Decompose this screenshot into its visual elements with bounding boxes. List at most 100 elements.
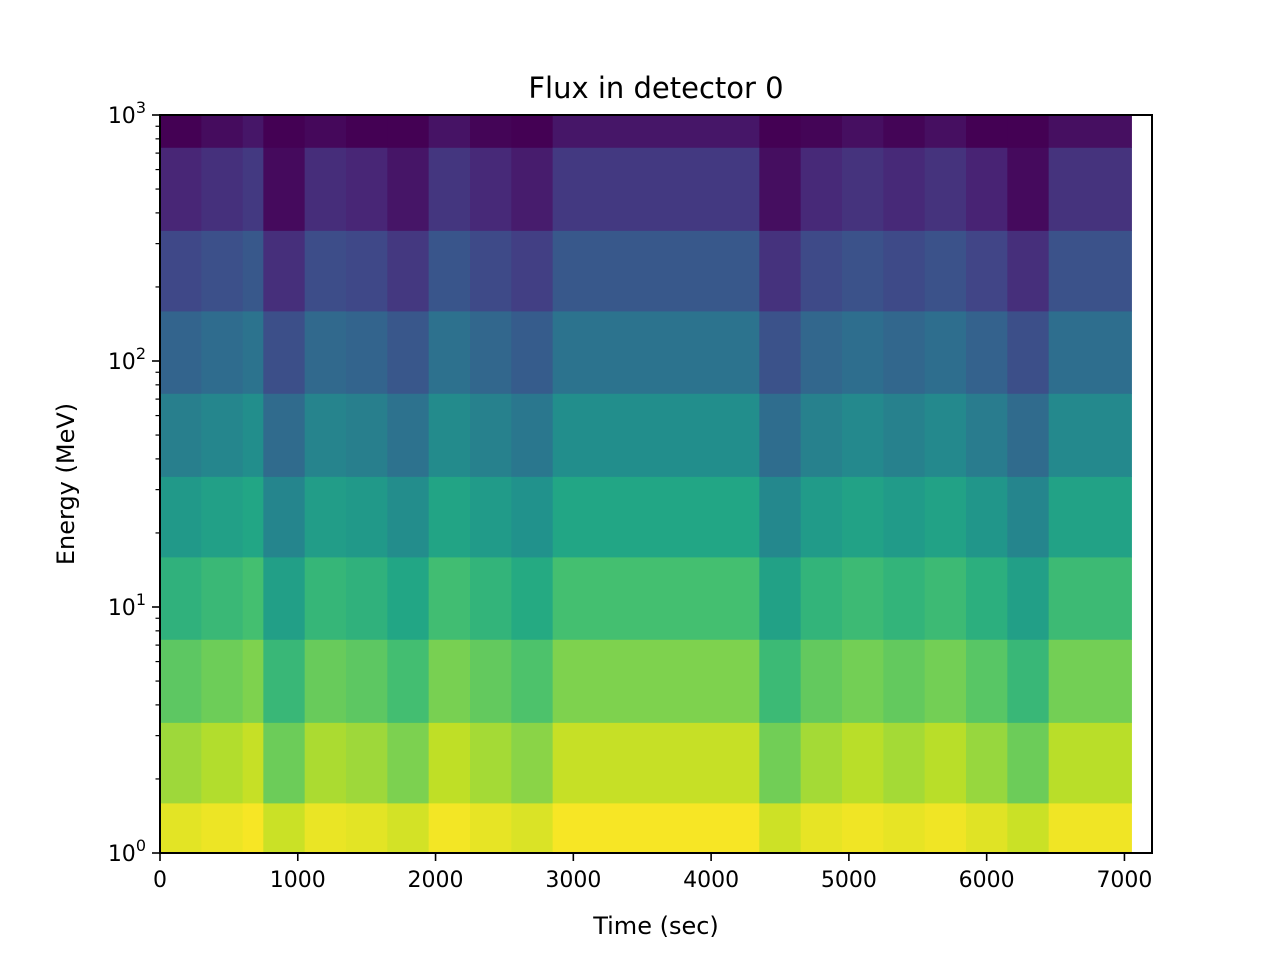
heatmap-cell bbox=[759, 556, 802, 640]
heatmap-cell bbox=[470, 476, 512, 558]
heatmap-cell bbox=[883, 393, 926, 477]
heatmap-cell bbox=[304, 802, 347, 854]
heatmap-cell bbox=[842, 556, 884, 640]
heatmap-cell bbox=[1007, 722, 1050, 804]
heatmap-cell bbox=[1048, 722, 1132, 804]
heatmap-cell bbox=[1007, 310, 1050, 394]
heatmap-cell bbox=[966, 230, 1008, 312]
heatmap-cell bbox=[966, 310, 1008, 394]
heatmap-cell bbox=[304, 393, 347, 477]
heatmap-cell bbox=[966, 115, 1008, 148]
heatmap-cell bbox=[594, 115, 760, 148]
heatmap-cell bbox=[759, 639, 802, 723]
heatmap-cell bbox=[924, 476, 967, 558]
heatmap-cell bbox=[966, 722, 1008, 804]
heatmap-cell bbox=[800, 639, 843, 723]
heatmap-cell bbox=[242, 115, 264, 148]
heatmap-cell bbox=[387, 556, 430, 640]
x-tick-label: 1000 bbox=[270, 868, 326, 893]
heatmap-cell bbox=[304, 476, 347, 558]
y-tick-label: 101 bbox=[108, 590, 146, 621]
heatmap-cell bbox=[800, 556, 843, 640]
heatmap-cell bbox=[552, 639, 595, 723]
heatmap-cell bbox=[428, 476, 471, 558]
heatmap-cell bbox=[263, 476, 306, 558]
heatmap-cell bbox=[201, 476, 244, 558]
heatmap-cell bbox=[160, 556, 202, 640]
heatmap-cell bbox=[242, 393, 264, 477]
heatmap-cell bbox=[759, 722, 802, 804]
heatmap-cell bbox=[346, 115, 388, 148]
heatmap-cell bbox=[346, 802, 388, 854]
heatmap-cell bbox=[552, 722, 595, 804]
heatmap-cell bbox=[346, 147, 388, 231]
x-tick-label: 5000 bbox=[821, 868, 877, 893]
heatmap-cell bbox=[759, 310, 802, 394]
heatmap-cell bbox=[304, 639, 347, 723]
heatmap-cell bbox=[511, 722, 554, 804]
heatmap-cell bbox=[470, 147, 512, 231]
plot-frame bbox=[159, 114, 1153, 854]
heatmap-cell bbox=[263, 722, 306, 804]
heatmap-cell bbox=[842, 147, 884, 231]
heatmap-cell bbox=[470, 393, 512, 477]
heatmap-cell bbox=[800, 393, 843, 477]
heatmap-cell bbox=[800, 802, 843, 854]
heatmap-cell bbox=[883, 722, 926, 804]
heatmap-cell bbox=[1007, 556, 1050, 640]
heatmap-cell bbox=[552, 476, 595, 558]
heatmap-cell bbox=[201, 556, 244, 640]
heatmap-cell bbox=[800, 476, 843, 558]
heatmap-cell bbox=[759, 115, 802, 148]
heatmap-cell bbox=[511, 556, 554, 640]
heatmap-cell bbox=[800, 722, 843, 804]
heatmap-cell bbox=[1048, 147, 1132, 231]
x-axis-ticks: 0 1000 2000 3000 4000 5000 6000 7000 bbox=[153, 853, 1152, 893]
heatmap-cell bbox=[201, 393, 244, 477]
heatmap-cell bbox=[842, 802, 884, 854]
heatmap-cell bbox=[346, 230, 388, 312]
heatmap-cell bbox=[842, 230, 884, 312]
heatmap-cell bbox=[594, 147, 760, 231]
heatmap-cell bbox=[263, 310, 306, 394]
heatmap-cell bbox=[387, 476, 430, 558]
heatmap-cell bbox=[1007, 802, 1050, 854]
x-axis-label: Time (sec) bbox=[592, 912, 719, 940]
heatmap-cell bbox=[304, 556, 347, 640]
heatmap-cell bbox=[470, 556, 512, 640]
heatmap-cell bbox=[966, 147, 1008, 231]
heatmap-cell bbox=[470, 802, 512, 854]
heatmap-cell bbox=[883, 476, 926, 558]
heatmap-cell bbox=[1048, 230, 1132, 312]
heatmap-cell bbox=[160, 147, 202, 231]
heatmap-cell bbox=[924, 556, 967, 640]
heatmap-cell bbox=[346, 722, 388, 804]
heatmap-cell bbox=[387, 115, 430, 148]
heatmap-cell bbox=[346, 393, 388, 477]
heatmap-cell bbox=[1048, 802, 1132, 854]
heatmap-cell bbox=[552, 802, 595, 854]
heatmap-cell bbox=[242, 556, 264, 640]
x-tick-label: 7000 bbox=[1096, 868, 1152, 893]
heatmap-cell bbox=[924, 310, 967, 394]
heatmap-cell bbox=[966, 476, 1008, 558]
heatmap-cell bbox=[883, 639, 926, 723]
heatmap-cell bbox=[511, 147, 554, 231]
heatmap-cell bbox=[263, 556, 306, 640]
chart-title: Flux in detector 0 bbox=[528, 71, 783, 105]
heatmap-cell bbox=[160, 230, 202, 312]
heatmap-cell bbox=[387, 310, 430, 394]
heatmap-cell bbox=[304, 115, 347, 148]
heatmap-cell bbox=[594, 393, 760, 477]
heatmap-cell bbox=[552, 393, 595, 477]
x-tick-label: 3000 bbox=[545, 868, 601, 893]
heatmap-cell bbox=[470, 310, 512, 394]
y-tick-label: 103 bbox=[108, 98, 146, 129]
heatmap-cell bbox=[242, 230, 264, 312]
heatmap-cell bbox=[759, 393, 802, 477]
heatmap-cell bbox=[842, 722, 884, 804]
heatmap-cell bbox=[594, 476, 760, 558]
heatmap-cell bbox=[428, 147, 471, 231]
heatmap-cell bbox=[160, 393, 202, 477]
heatmap-cell bbox=[470, 639, 512, 723]
